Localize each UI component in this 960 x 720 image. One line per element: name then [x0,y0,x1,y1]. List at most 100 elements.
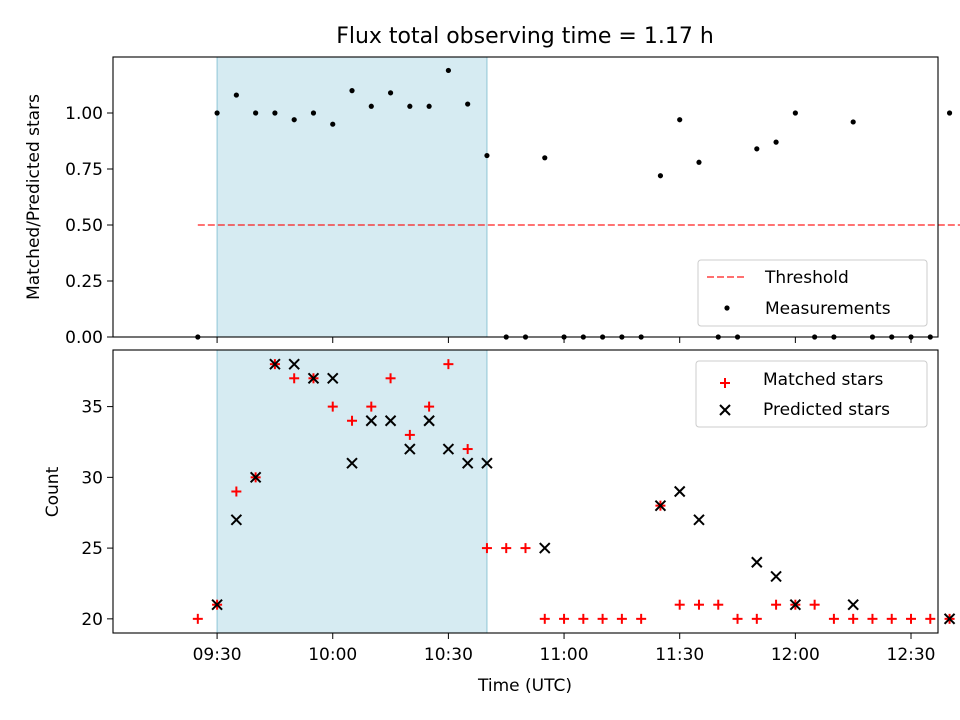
count-axes-frame [112,349,939,634]
matched-star-point [462,444,473,455]
matched-star-point [713,599,724,610]
y-tick-label: 0.75 [65,160,103,180]
legend-matched-swatch [720,378,730,388]
predicted-star-point [249,471,262,484]
matched-star-point [501,543,512,554]
predicted-star-point [211,598,223,611]
x-tick-label: 10:30 [424,645,473,665]
legend-predicted-label: Predicted stars [763,400,890,420]
predicted-star-point [346,457,358,469]
matched-star-point [520,543,531,554]
x-tick-label: 11:00 [540,645,589,665]
measurement-point [484,152,490,159]
predicted-star-point [847,598,859,611]
chart-title: Flux total observing time = 1.17 h [336,24,714,49]
matched-star-point [771,599,782,610]
x-axis-label: Time (UTC) [477,676,572,696]
matched-star-point [809,599,820,610]
measurement-point [330,121,336,127]
measurement-point [773,139,779,145]
predicted-star-point [770,570,782,583]
ratio-legend: Threshold Measurements [697,259,928,327]
ratio-x-ticks [216,337,912,343]
measurement-point [310,110,317,116]
predicted-star-point [442,443,455,455]
matched-star-point [231,486,242,497]
measurement-point [465,101,471,107]
count-x-ticks: 09:30 10:00 10:30 11:00 11:30 12:00 12:30 [193,633,936,665]
x-tick-label: 12:00 [771,645,820,665]
matched-star-point [404,429,415,440]
legend-matched-label: Matched stars [763,370,883,390]
predicted-star-point [269,358,281,370]
predicted-star-point [673,485,686,498]
predicted-star-point [365,415,378,427]
matched-star-point [481,543,492,554]
predicted-star-point [461,457,474,469]
x-tick-label: 11:30 [655,645,704,665]
matched-star-point [424,401,435,412]
predicted-star-point [654,499,667,512]
observing-window-shading [216,56,488,338]
predicted-star-point [943,613,956,625]
count-legend-box [695,360,928,428]
x-tick-label: 09:30 [193,645,242,665]
matched-star-point [443,359,454,370]
matched-star-point [385,373,396,384]
count-plot-marks [192,358,956,625]
observing-window-shading-lower [216,349,488,634]
y-tick-label: 0.00 [65,328,103,348]
measurement-point [368,103,374,109]
matched-star-point [906,613,917,624]
y-tick-label: 30 [81,468,103,488]
measurement-point [792,110,798,116]
measurement-point [214,110,220,116]
matched-star-point [886,613,897,624]
predicted-star-point [404,443,416,455]
predicted-star-point [288,358,300,370]
measurement-point [291,117,297,123]
matched-star-point [616,613,627,624]
predicted-star-point [384,415,397,427]
legend-predicted-swatch [719,404,731,416]
count-y-ticks: 20 25 30 35 [81,398,113,630]
predicted-star-point [307,372,320,385]
measurement-point [426,103,432,109]
matched-star-point [539,613,550,624]
matched-star-point [732,613,743,624]
measurement-point [542,155,548,161]
ratio-axes-frame [112,56,939,338]
matched-star-point [289,373,300,384]
count-panel: 20 25 30 35 09:30 10:00 10:30 11:00 11:30 12:00 1… [43,349,956,696]
predicted-star-point [230,514,243,526]
measurement-point [253,110,259,116]
matched-star-point [366,401,377,412]
y-tick-label: 35 [81,398,103,418]
y-tick-label: 0.50 [65,216,103,236]
matched-star-point [597,613,608,624]
measurement-point [850,119,856,125]
y-tick-label: 1.00 [65,104,103,124]
measurement-point [445,67,451,74]
ratio-y-axis-label: Matched/Predicted stars [24,94,44,300]
count-legend: Matched stars Predicted stars [695,360,928,428]
ratio-legend-box [697,259,928,327]
matched-star-point [347,415,358,426]
ratio-y-ticks: 0.00 0.25 0.50 0.75 1.00 [65,104,113,348]
measurement-point [657,173,664,179]
y-tick-label: 20 [81,610,103,630]
count-y-axis-label: Count [43,466,63,517]
predicted-star-point [539,542,551,554]
matched-star-point [848,613,859,624]
legend-measurements-label: Measurements [765,299,891,319]
ratio-panel: 0.00 0.25 0.50 0.75 1.00 Flux total observin… [24,24,960,348]
matched-star-point [828,613,839,624]
matched-star-point [751,613,762,624]
measurement-point [696,159,702,165]
y-tick-label: 25 [81,539,103,559]
legend-measurements-swatch [724,305,730,311]
predicted-star-point [693,514,705,526]
matched-star-point [327,401,338,412]
matched-star-point [578,613,589,624]
